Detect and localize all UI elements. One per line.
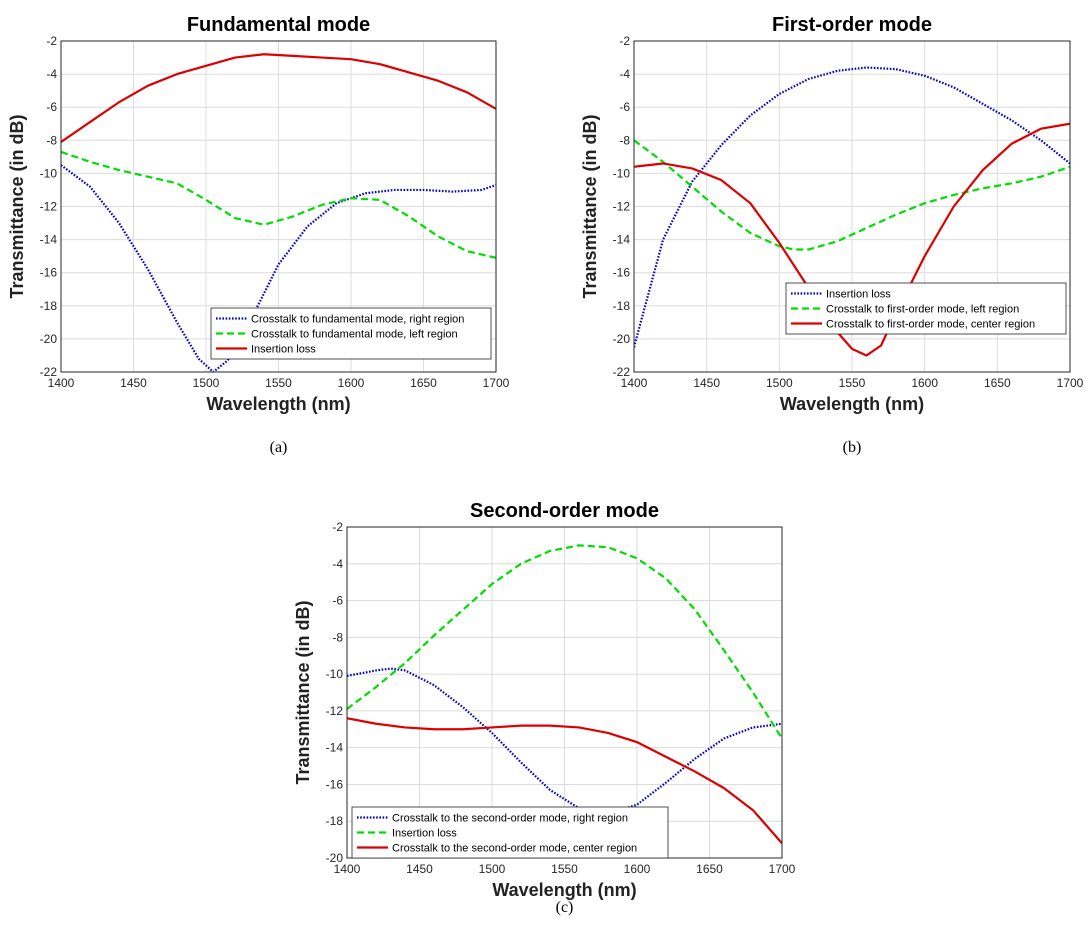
- legend: Insertion loss Crosstalk to first-order m…: [785, 282, 1067, 335]
- chart-c: 1400 1450 1500 1550 1600 1650 1700 -20 -18 -16 -14…: [293, 500, 796, 916]
- x-tick-label: 1600: [911, 376, 938, 390]
- x-tick-label: 1600: [338, 376, 365, 390]
- y-tick-label: -22: [40, 365, 58, 379]
- y-tick-label: -6: [332, 594, 343, 608]
- y-tick-label: -4: [46, 67, 57, 81]
- series-line-2: [634, 139, 1070, 251]
- y-axis-label: Transmittance (in dB): [7, 114, 27, 298]
- legend-entry: Crosstalk to fundamental mode, left regi…: [251, 329, 458, 341]
- y-tick-label: -22: [613, 365, 631, 379]
- chart-title: Second-order mode: [470, 500, 659, 522]
- chart-title: First-order mode: [772, 14, 932, 36]
- legend: Crosstalk to fundamental mode, right reg…: [210, 307, 492, 360]
- x-axis-label: Wavelength (nm): [206, 394, 350, 414]
- y-tick-label: -4: [332, 557, 343, 571]
- y-tick-label: -8: [332, 630, 343, 644]
- x-tick-label: 1400: [621, 376, 648, 390]
- y-tick-label: -18: [326, 814, 344, 828]
- y-tick-label: -16: [613, 266, 631, 280]
- x-tick-label: 1550: [265, 376, 292, 390]
- y-tick-label: -10: [326, 667, 344, 681]
- y-tick-label: -10: [40, 166, 58, 180]
- legend-entry: Crosstalk to the second-order mode, righ…: [392, 813, 628, 825]
- subfigure-caption: (b): [843, 439, 862, 456]
- series-line-3: [61, 53, 496, 143]
- x-tick-label: 1650: [984, 376, 1011, 390]
- series-line-3: [634, 122, 1070, 357]
- y-tick-label: -14: [326, 741, 344, 755]
- legend-entry: Crosstalk to first-order mode, center re…: [826, 319, 1035, 331]
- y-tick-label: -2: [332, 520, 343, 534]
- legend-entry: Insertion loss: [251, 344, 316, 356]
- x-tick-label: 1500: [766, 376, 793, 390]
- legend: Crosstalk to the second-order mode, righ…: [351, 806, 669, 859]
- y-tick-label: -16: [326, 777, 344, 791]
- legend-entry: Insertion loss: [826, 289, 891, 301]
- chart-title: Fundamental mode: [187, 14, 370, 36]
- series-line-2: [347, 544, 782, 740]
- series-line-3: [347, 717, 782, 845]
- plot-border: [633, 40, 1071, 373]
- series-line-2: [61, 150, 496, 259]
- x-axis-label: Wavelength (nm): [492, 880, 636, 900]
- x-tick-label: 1700: [769, 862, 796, 876]
- legend-entry: Crosstalk to the second-order mode, cent…: [392, 843, 637, 855]
- y-tick-label: -20: [40, 332, 58, 346]
- y-tick-label: -20: [613, 332, 631, 346]
- y-tick-label: -12: [326, 704, 344, 718]
- y-tick-label: -4: [619, 67, 630, 81]
- x-tick-label: 1500: [193, 376, 220, 390]
- chart-b: 1400 1450 1500 1550 1600 1650 1700 -22 -20 -18 -16…: [580, 14, 1084, 456]
- y-tick-label: -16: [40, 266, 58, 280]
- x-tick-label: 1500: [479, 862, 506, 876]
- x-axis-label: Wavelength (nm): [780, 394, 924, 414]
- subfigure-caption: (a): [270, 439, 288, 456]
- x-tick-label: 1650: [410, 376, 437, 390]
- legend-box: [351, 806, 669, 859]
- x-tick-label: 1450: [406, 862, 433, 876]
- x-tick-label: 1400: [334, 862, 361, 876]
- y-tick-label: -10: [613, 166, 631, 180]
- x-tick-label: 1700: [483, 376, 510, 390]
- y-tick-label: -18: [40, 299, 58, 313]
- subfigure-caption: (c): [556, 899, 574, 916]
- x-tick-label: 1400: [48, 376, 75, 390]
- y-tick-label: -6: [46, 100, 57, 114]
- series-line-1: [347, 667, 782, 815]
- x-tick-label: 1450: [120, 376, 147, 390]
- x-tick-label: 1650: [696, 862, 723, 876]
- legend-entry: Crosstalk to first-order mode, left regi…: [826, 304, 1019, 316]
- y-tick-label: -18: [613, 299, 631, 313]
- x-tick-label: 1700: [1057, 376, 1084, 390]
- y-tick-label: -12: [40, 200, 58, 214]
- x-tick-label: 1550: [551, 862, 578, 876]
- y-tick-label: -12: [613, 200, 631, 214]
- y-axis-label: Transmittance (in dB): [293, 600, 313, 784]
- y-tick-label: -8: [619, 133, 630, 147]
- x-tick-label: 1600: [624, 862, 651, 876]
- plot-border: [60, 40, 497, 373]
- y-tick-label: -6: [619, 100, 630, 114]
- legend-box: [210, 307, 492, 360]
- legend-entry: Insertion loss: [392, 828, 457, 840]
- series-line-1: [634, 66, 1070, 348]
- y-tick-label: -14: [613, 233, 631, 247]
- y-tick-label: -14: [40, 233, 58, 247]
- legend-box: [785, 282, 1067, 335]
- chart-a: 1400 1450 1500 1550 1600 1650 1700 -22 -20 -18 -16…: [7, 14, 510, 456]
- y-tick-label: -2: [46, 34, 57, 48]
- x-tick-label: 1550: [839, 376, 866, 390]
- y-tick-label: -8: [46, 133, 57, 147]
- series-line-1: [61, 164, 496, 372]
- legend-entry: Crosstalk to fundamental mode, right reg…: [251, 314, 464, 326]
- x-tick-label: 1450: [693, 376, 720, 390]
- y-axis-label: Transmittance (in dB): [580, 114, 600, 298]
- y-tick-label: -2: [619, 34, 630, 48]
- y-tick-label: -20: [326, 851, 344, 865]
